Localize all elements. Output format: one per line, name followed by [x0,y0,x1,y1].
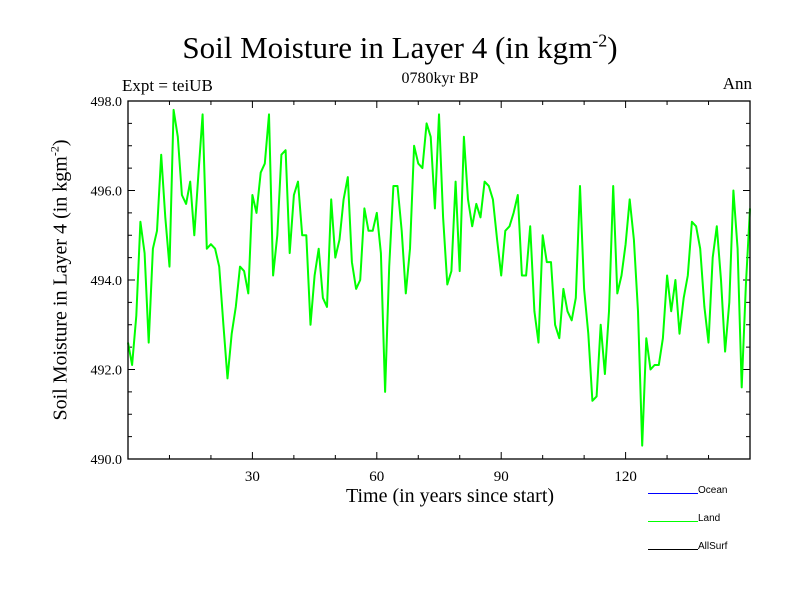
experiment-label: Expt = teiUB [122,76,213,95]
legend-item-ocean: Ocean [648,484,768,512]
series-line-land [127,108,751,447]
x-tick-label: 60 [369,469,384,485]
legend-item-allsurf: AllSurf [648,540,768,568]
chart-title: Soil Moisture in Layer 4 (in kgm-2) [182,30,618,65]
legend-item-land: Land [648,512,768,540]
legend-label-allsurf: AllSurf [698,541,728,552]
legend: Ocean Land AllSurf [648,484,768,568]
x-axis-label: Time (in years since start) [345,485,555,507]
legend-swatch-allsurf [648,549,698,550]
x-tick-label: 30 [245,469,260,485]
legend-label-ocean: Ocean [698,485,728,496]
y-tick-label: 492.0 [91,364,123,379]
chart-subtitle: 0780kyr BP [401,70,479,87]
legend-label-land: Land [698,513,721,524]
y-tick-label: 494.0 [91,274,123,289]
plot-frame [127,100,751,460]
x-tick-label: 90 [494,469,509,485]
season-label: Ann [722,74,752,93]
legend-swatch-ocean [648,493,698,494]
legend-swatch-land [648,521,698,522]
y-tick-label: 498.0 [91,95,123,110]
y-tick-label: 490.0 [91,453,123,468]
y-tick-label: 496.0 [91,185,123,200]
x-tick-label: 120 [614,469,637,485]
